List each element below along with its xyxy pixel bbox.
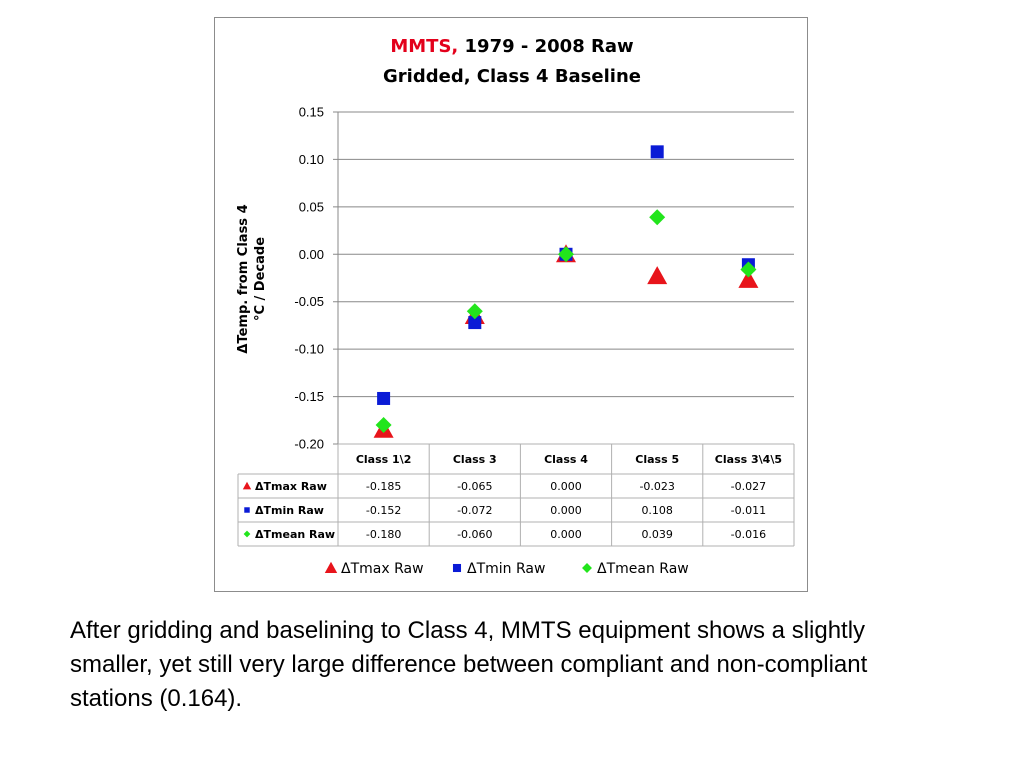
data-table: Class 1\2 Class 3 Class 4 Class 5 Class 3\4\… [237,443,795,547]
table-cell: -0.152 [366,504,401,517]
y-tick-labels: 0.15 0.10 0.05 0.00 -0.05 -0.10 -0.15 -0.20 [294,105,324,452]
chart-title-line2: Gridded, Class 4 Baseline [383,66,641,87]
y-tick-label: -0.20 [294,437,324,452]
point-square [468,316,482,330]
table-row-marker [243,530,251,538]
legend-marker [452,563,462,573]
table-row-label: ΔTmax Raw [255,480,327,493]
y-axis-label-line2: °C / Decade [253,237,268,321]
chart-legend: ΔTmax Raw ΔTmin Raw ΔTmean Raw [324,561,689,577]
table-column-header: Class 3 [453,453,497,466]
point-triangle [738,269,759,288]
y-tick-label: 0.10 [299,152,324,167]
chart-frame: MMTS, 1979 - 2008 Raw Gridded, Class 4 B… [214,17,808,592]
table-column-header: Class 5 [635,453,679,466]
legend-label: ΔTmax Raw [341,561,424,577]
data-markers [373,145,759,438]
point-diamond [375,417,392,434]
table-column-header: Class 1\2 [356,453,412,466]
y-tick-label: -0.15 [294,389,324,404]
table-cell: -0.180 [366,528,401,541]
legend-marker [582,563,592,573]
table-row-marker [242,481,252,490]
point-diamond [740,261,757,278]
y-axis-label-line1: ΔTemp. from Class 4 [236,204,251,353]
table-cell: -0.065 [457,480,492,493]
y-tick-label: 0.00 [299,247,324,262]
point-square [650,145,664,159]
point-diamond [558,246,574,263]
chart-title-accent: MMTS, [390,36,458,57]
table-cell: 0.000 [550,480,582,493]
table-cell: -0.185 [366,480,401,493]
point-triangle [647,266,668,285]
table-column-header: Class 4 [544,453,588,466]
table-cell: 0.000 [550,528,582,541]
table-cell: 0.108 [641,504,673,517]
table-row-label: ΔTmin Raw [255,504,324,517]
y-tick-label: -0.05 [294,294,324,309]
chart-title-line1: MMTS, 1979 - 2008 Raw [390,36,633,57]
table-cell: 0.039 [641,528,673,541]
table-cell: 0.000 [550,504,582,517]
chart-svg: MMTS, 1979 - 2008 Raw Gridded, Class 4 B… [236,36,795,577]
grid-layer [333,111,794,445]
point-diamond [466,303,483,320]
table-cell: -0.023 [639,480,674,493]
point-diamond [649,209,666,226]
table-cell: -0.072 [457,504,492,517]
table-cell: -0.011 [731,504,766,517]
y-tick-label: 0.05 [299,199,324,214]
slide-caption: After gridding and baselining to Class 4… [70,617,868,712]
legend-label: ΔTmean Raw [597,561,689,577]
legend-label: ΔTmin Raw [467,561,545,577]
chart-title-rest: 1979 - 2008 Raw [458,36,633,57]
table-cell: -0.027 [731,480,766,493]
table-column-header: Class 3\4\5 [715,453,782,466]
table-row-label: ΔTmean Raw [255,528,335,541]
y-tick-label: 0.15 [299,105,324,120]
point-square [377,391,391,405]
table-row-marker [244,507,250,513]
table-cell: -0.060 [457,528,492,541]
y-tick-label: -0.10 [294,342,324,357]
legend-marker [324,561,338,573]
table-cell: -0.016 [731,528,766,541]
